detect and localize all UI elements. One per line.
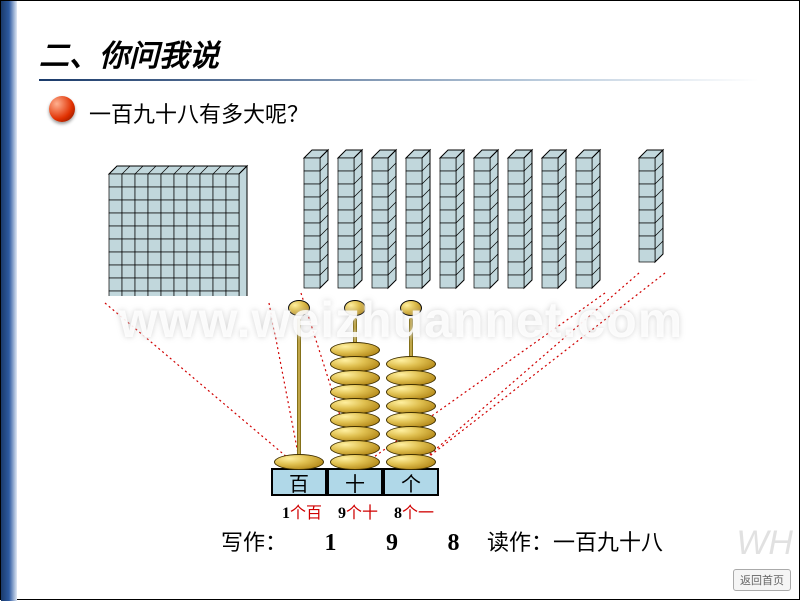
abacus-bead <box>386 454 436 470</box>
abacus-bead <box>330 454 380 470</box>
question-text: 一百九十八有多大呢？ <box>89 97 309 129</box>
section-header: 二、你问我说 <box>39 31 759 81</box>
count-item-0: 1个百 <box>282 499 338 523</box>
return-home-button[interactable]: 返回首页 <box>733 569 791 591</box>
read-text: 一百九十八 <box>553 530 663 555</box>
title-underline <box>39 79 759 81</box>
read-label: 读作： <box>487 530 553 555</box>
section-title: 二、你问我说 <box>39 31 759 75</box>
abacus-label-1: 十 <box>327 468 383 496</box>
ones-stick <box>631 146 671 276</box>
abacus-label-0: 百 <box>271 468 327 496</box>
write-label: 写作： <box>221 530 287 555</box>
blocks-area <box>91 146 711 306</box>
count-item-2: 8个一 <box>394 499 450 523</box>
count-item-1: 9个十 <box>338 499 394 523</box>
count-row: 1个百9个十8个一 <box>282 499 450 523</box>
slide-left-accent <box>1 1 17 601</box>
abacus: 百十个 <box>271 296 501 496</box>
write-digit-1: 9 <box>364 530 420 557</box>
ten-sticks <box>296 146 626 301</box>
write-digit-0: 1 <box>303 530 359 557</box>
corner-watermark-icon: WH <box>736 524 793 563</box>
abacus-base: 百十个 <box>271 468 439 496</box>
read-row: 读作：一百九十八 <box>487 525 663 557</box>
abacus-column-2 <box>383 308 439 468</box>
abacus-label-2: 个 <box>383 468 439 496</box>
write-digit-2: 8 <box>426 530 482 557</box>
abacus-column-1 <box>327 308 383 468</box>
bullet-sphere-icon <box>49 96 75 122</box>
abacus-column-0 <box>271 308 327 468</box>
hundred-block <box>101 156 281 296</box>
write-row: 写作： 1 9 8 <box>221 525 482 557</box>
abacus-bead <box>274 454 324 470</box>
